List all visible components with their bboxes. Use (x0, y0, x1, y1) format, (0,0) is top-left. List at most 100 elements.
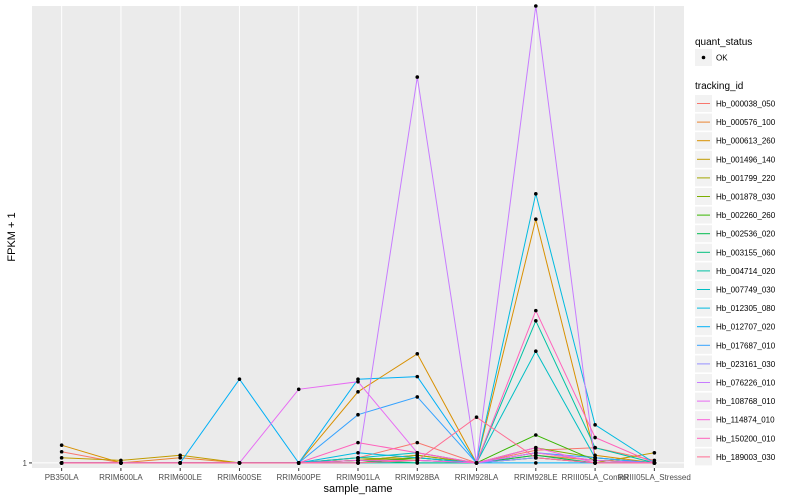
data-point (415, 461, 420, 465)
data-point (415, 450, 420, 455)
legend-label: Hb_001799_220 (716, 174, 776, 183)
legend-point-symbol (701, 55, 706, 60)
data-point (356, 379, 360, 384)
data-point (474, 461, 479, 465)
legend-label: Hb_002260_260 (716, 211, 776, 220)
data-point (534, 448, 538, 453)
x-axis-title: sample_name (323, 483, 392, 495)
legend-label: Hb_114874_010 (716, 416, 775, 425)
x-tick-label: RRIM600LA (99, 473, 143, 482)
data-point (415, 458, 420, 463)
data-point (593, 456, 597, 460)
x-tick-label: RRIM901LA (336, 473, 380, 482)
legend-label-ok: OK (716, 54, 728, 63)
legend-label: Hb_017687_010 (716, 341, 776, 350)
legend-title-quant-status: quant_status (695, 37, 752, 48)
y-axis-title: FPKM + 1 (6, 212, 18, 261)
legend-label: Hb_150200_010 (716, 434, 776, 443)
legend-label: Hb_000613_260 (716, 137, 776, 146)
x-tick-label: RRIII05LA_Control (562, 473, 629, 482)
data-point (415, 456, 420, 460)
legend-label: Hb_076226_010 (716, 379, 776, 388)
legend-label: Hb_007749_030 (716, 286, 776, 295)
legend-label: Hb_003155_060 (716, 248, 776, 257)
x-tick-label: RRIM928BA (395, 473, 440, 482)
data-point (593, 445, 597, 450)
data-point (415, 351, 420, 356)
data-point (356, 440, 360, 445)
x-tick-label: RRIM600SE (217, 473, 261, 482)
data-point (534, 433, 538, 437)
data-point (534, 192, 538, 196)
data-point (237, 377, 242, 381)
axes: PB350LA RRIM600LA RRIM600LE RRIM600SE RRIM60… (23, 459, 691, 482)
grid-lines (32, 6, 684, 468)
data-point (534, 450, 538, 455)
data-point (119, 461, 123, 465)
data-point (415, 440, 420, 445)
data-point (59, 456, 64, 460)
y-tick-label: 1 (23, 459, 28, 468)
data-point (415, 75, 420, 79)
data-point (356, 390, 360, 394)
legend-label: Hb_000038_050 (716, 100, 776, 109)
data-point (652, 458, 657, 463)
x-tick-label: RRIM928LE (514, 473, 558, 482)
data-point (178, 456, 182, 460)
data-point (534, 445, 538, 450)
data-point (356, 412, 360, 417)
data-point (415, 453, 420, 458)
legend-label: Hb_004714_020 (716, 267, 776, 276)
legend-label: Hb_108768_010 (716, 397, 776, 406)
legend-title-tracking-id: tracking_id (695, 81, 743, 92)
data-point (593, 461, 597, 465)
legend-label: Hb_001878_030 (716, 193, 776, 202)
data-point (534, 453, 538, 458)
data-point (534, 461, 538, 465)
data-point (534, 456, 538, 460)
data-point (178, 453, 182, 458)
data-point (356, 458, 360, 463)
data-point (593, 453, 597, 458)
data-point (356, 450, 360, 455)
data-point (59, 449, 64, 454)
x-tick-label: PB350LA (45, 473, 79, 482)
data-point (593, 458, 597, 463)
x-tick-label: RRIM600LE (158, 473, 202, 482)
data-point (534, 217, 538, 222)
legend-label: Hb_189003_030 (716, 453, 776, 462)
data-point (652, 450, 657, 455)
legend-label: Hb_000576_100 (716, 118, 776, 127)
data-point (237, 461, 242, 465)
data-point (534, 349, 538, 354)
legend-label: Hb_012305_080 (716, 304, 776, 313)
data-point (59, 443, 64, 447)
data-point (178, 461, 182, 465)
legend-label: Hb_023161_030 (716, 360, 776, 369)
x-tick-label: RRIM928LA (455, 473, 499, 482)
data-point (356, 377, 360, 381)
legend-label: Hb_001496_140 (716, 155, 776, 164)
data-point (593, 423, 597, 427)
data-point (415, 395, 420, 399)
data-point (296, 387, 301, 392)
data-point (534, 4, 538, 8)
data-point (356, 461, 360, 465)
x-tick-label: RRIM600PE (276, 473, 320, 482)
legend-label: Hb_012707_020 (716, 323, 776, 332)
data-points (59, 4, 657, 465)
data-point (296, 461, 301, 465)
data-point (652, 461, 657, 465)
data-point (59, 461, 64, 465)
data-point (593, 435, 597, 440)
data-point (534, 308, 538, 313)
data-point (356, 456, 360, 460)
data-point (534, 318, 538, 323)
data-point (474, 415, 479, 420)
legend: quant_status OK tracking_id Hb_000038_050 Hb… (695, 37, 776, 466)
legend-label: Hb_002536_020 (716, 230, 776, 239)
x-tick-label: RRIII05LA_Stressed (618, 473, 691, 482)
data-point (415, 374, 420, 379)
